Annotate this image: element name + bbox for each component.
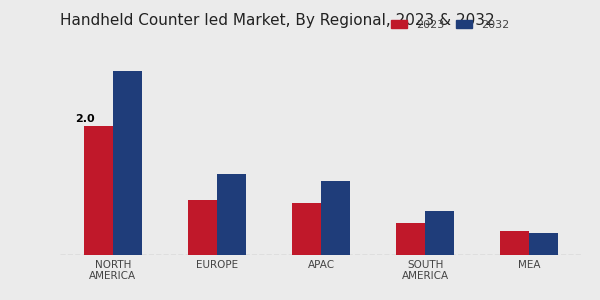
Text: Handheld Counter Ied Market, By Regional, 2023 & 2032: Handheld Counter Ied Market, By Regional…	[60, 13, 494, 28]
Bar	[188, 200, 217, 255]
Text: 2.0: 2.0	[76, 114, 95, 124]
Bar	[321, 181, 350, 255]
Bar	[292, 203, 321, 255]
Legend: 2023, 2032: 2023, 2032	[386, 15, 514, 34]
Bar	[425, 211, 454, 255]
Bar	[84, 126, 113, 255]
Bar	[217, 175, 246, 255]
Bar	[529, 233, 558, 255]
Bar	[396, 223, 425, 255]
Bar	[113, 71, 142, 255]
Bar	[500, 230, 529, 255]
